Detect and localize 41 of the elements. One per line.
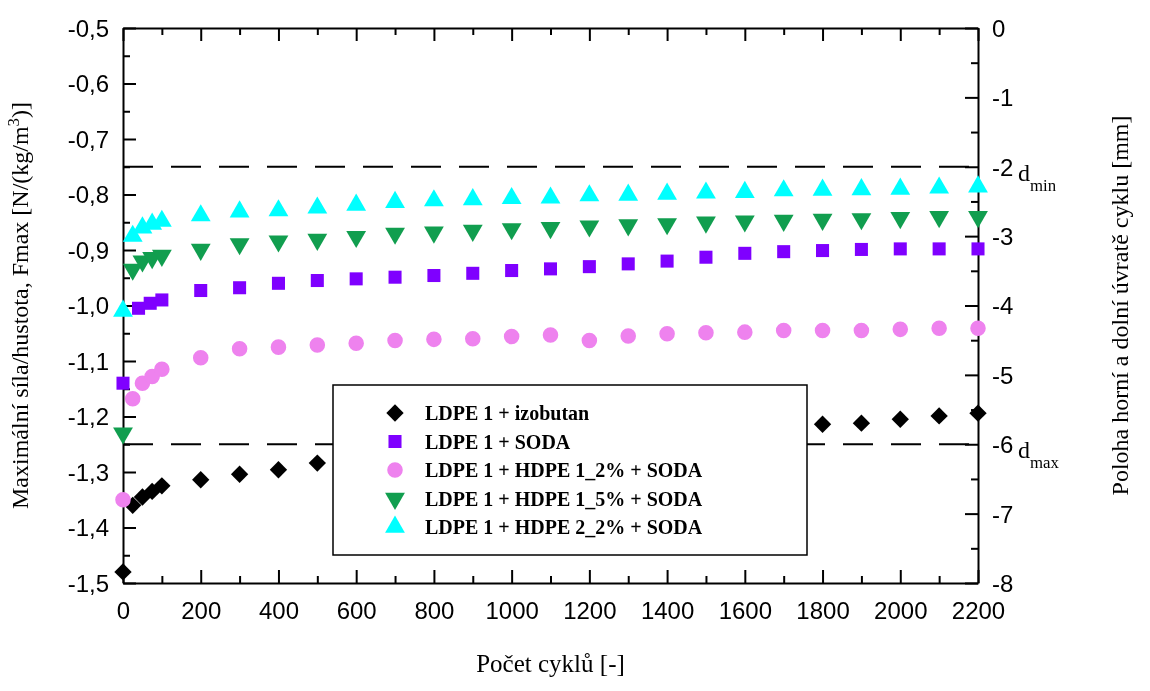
y-tick-label: -1,0 [67, 292, 109, 320]
y-tick-label: -0,9 [67, 236, 109, 264]
legend-label: LDPE 1 + HDPE 2_2% + SODA [425, 516, 703, 538]
y2-axis-title: Poloha horní a dolní úvratě cyklu [mm] [1107, 115, 1133, 496]
x-tick-label: 2000 [874, 596, 928, 624]
x-tick-label: 1400 [640, 596, 695, 624]
y-tick-label: -0,8 [67, 181, 109, 209]
y2-tick-label: 0 [992, 14, 1006, 42]
y2-tick-label: -2 [992, 153, 1014, 181]
y2-tick-label: -1 [992, 84, 1014, 112]
y-tick-label: -0,5 [67, 14, 109, 42]
y2-tick-label: -7 [992, 500, 1014, 528]
legend-label: LDPE 1 + HDPE 1_2% + SODA [425, 459, 703, 481]
y-tick-label: -1,5 [67, 569, 109, 597]
y2-tick-label: -5 [992, 361, 1014, 389]
legend-label: LDPE 1 + izobutan [425, 402, 590, 424]
y2-tick-label: -3 [992, 223, 1014, 251]
x-tick-label: 1800 [796, 596, 850, 624]
x-tick-label: 0 [116, 596, 131, 624]
y2-tick-label: -6 [992, 431, 1014, 459]
x-tick-label: 2200 [951, 596, 1006, 624]
x-tick-label: 400 [258, 596, 299, 624]
y-tick-label: -1,4 [67, 514, 109, 542]
x-tick-label: 200 [181, 596, 222, 624]
legend-label: LDPE 1 + SODA [425, 430, 571, 453]
y-tick-label: -0,6 [67, 70, 109, 98]
ref-line-label: d$_{max}$ [1018, 437, 1060, 472]
x-tick-label: 600 [336, 596, 377, 624]
legend-label: LDPE 1 + HDPE 1_5% + SODA [425, 487, 703, 510]
x-axis-title: Počet cyklů [-] [476, 650, 625, 677]
ref-line-label: d$_{min}$ [1018, 159, 1057, 195]
x-tick-label: 800 [414, 596, 455, 624]
x-tick-label: 1600 [718, 596, 773, 624]
y2-tick-label: -8 [992, 569, 1014, 597]
x-tick-label: 1200 [563, 596, 617, 624]
y2-tick-label: -4 [992, 292, 1014, 320]
y-tick-label: -1,3 [67, 458, 109, 486]
y-tick-label: -0,7 [67, 125, 109, 153]
y-tick-label: -1,1 [67, 347, 109, 375]
x-tick-label: 1000 [485, 596, 539, 624]
y-tick-label: -1,2 [67, 403, 109, 431]
